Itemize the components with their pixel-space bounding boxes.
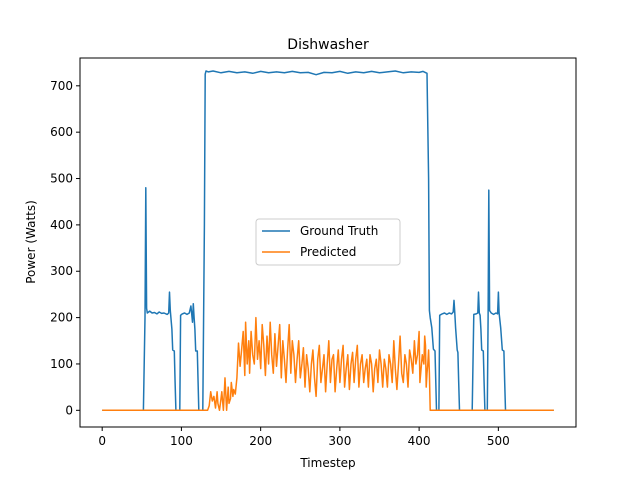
y-tick-label: 600: [50, 125, 73, 139]
x-tick-label: 400: [408, 434, 431, 448]
y-tick-label: 500: [50, 172, 73, 186]
legend-label-predicted: Predicted: [300, 245, 356, 259]
y-tick-label: 100: [50, 357, 73, 371]
y-axis: 0 100 200 300 400 500 600 700: [50, 79, 80, 417]
y-tick-label: 700: [50, 79, 73, 93]
legend: Ground Truth Predicted: [255, 218, 401, 266]
y-tick-label: 200: [50, 311, 73, 325]
y-tick-label: 300: [50, 264, 73, 278]
x-tick-label: 500: [487, 434, 510, 448]
x-axis: 0 100 200 300 400 500: [98, 427, 510, 448]
series-line-ground-truth: [102, 70, 554, 412]
x-tick-label: 200: [249, 434, 272, 448]
legend-label-ground-truth: Ground Truth: [300, 224, 378, 238]
x-tick-label: 100: [170, 434, 193, 448]
y-tick-label: 0: [65, 403, 73, 417]
axes-frame: [79, 57, 577, 428]
x-axis-label: Timestep: [299, 456, 355, 470]
series-layer: [102, 70, 554, 412]
x-tick-label: 300: [328, 434, 351, 448]
legend-box: [255, 218, 401, 266]
y-axis-label: Power (Watts): [24, 200, 38, 284]
plot-area: 0 100 200 300 400 500 0 100 200 300 400 500 600 700: [50, 57, 577, 448]
y-tick-label: 400: [50, 218, 73, 232]
chart-title: Dishwasher: [287, 37, 369, 53]
x-tick-label: 0: [98, 434, 106, 448]
series-line-predicted: [102, 316, 554, 412]
